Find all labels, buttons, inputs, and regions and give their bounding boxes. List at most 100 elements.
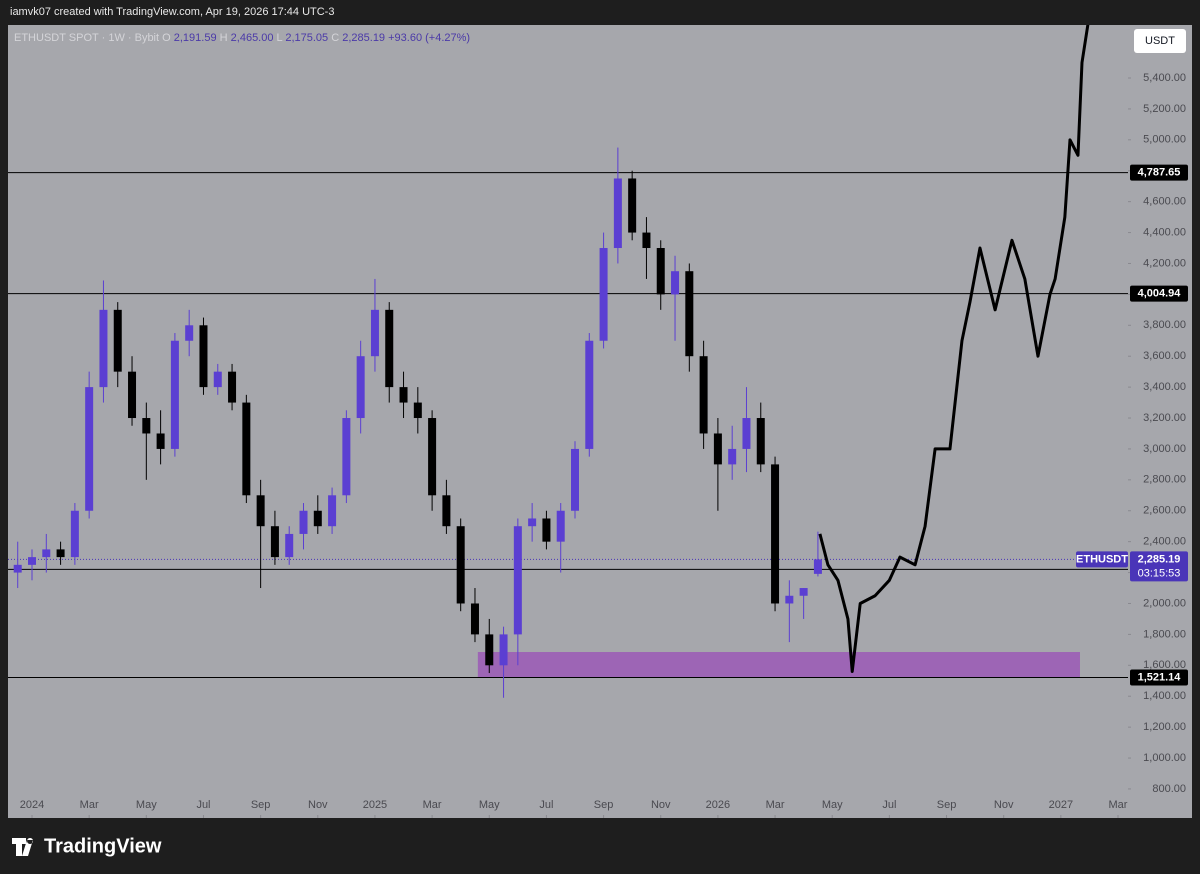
y-tick-label: 2,400.00 [1143,536,1186,548]
candle-body [342,418,351,496]
currency-label[interactable]: USDT [1145,35,1175,47]
plot-area [8,25,1128,698]
y-tick-label: 5,000.00 [1143,134,1186,146]
legend-change: +93.60 (+4.27%) [388,32,470,44]
y-tick-label: 3,600.00 [1143,350,1186,362]
x-tick-label: May [822,799,843,811]
x-tick-label: 2025 [363,799,387,811]
candle-body [113,309,122,372]
candle-body [328,495,337,527]
x-tick-label: Nov [651,799,671,811]
legend-value: 2,175.05 [285,32,328,44]
level-label-box [1130,669,1188,686]
y-tick-label: 1,000.00 [1143,752,1186,764]
y-tick-label: 1,400.00 [1143,690,1186,702]
y-tick-label: 3,200.00 [1143,412,1186,424]
candle-body [413,402,422,419]
candle-body [428,418,437,496]
y-tick-label: 1,200.00 [1143,721,1186,733]
x-tick-label: May [479,799,500,811]
candle-body [485,634,494,666]
candle-body [28,557,37,565]
candle-body [542,518,551,542]
x-tick-label: Sep [251,799,271,811]
y-tick-label: 5,400.00 [1143,72,1186,84]
x-tick-label: Mar [423,799,442,811]
candle-body [585,340,594,449]
candle-body [456,526,465,604]
candle-body [628,178,637,233]
level-label: 4,004.94 [1138,288,1182,300]
legend-key: O [162,32,171,44]
candle-body [56,549,65,558]
y-tick-label: 800.00 [1152,783,1186,795]
currency-button[interactable] [1134,29,1186,53]
y-tick-label: 2,000.00 [1143,597,1186,609]
legend-key: C [331,32,339,44]
y-tick-label: 4,200.00 [1143,257,1186,269]
legend-value: 2,191.59 [174,32,217,44]
candle-body [185,325,194,341]
candle-body [85,387,94,511]
candle-body [156,433,165,449]
candle-body [128,371,137,419]
y-tick-label: 3,400.00 [1143,381,1186,393]
candle-body [142,418,151,434]
candle-body [513,526,522,635]
candle-body [499,634,508,666]
y-tick-label: 3,000.00 [1143,443,1186,455]
candle-body [642,232,651,249]
y-tick-label: 5,200.00 [1143,103,1186,115]
x-tick-label: Mar [80,799,99,811]
logo [12,838,34,856]
candle-body [556,510,565,542]
candle-body [270,526,279,558]
candle-body [170,340,179,449]
x-tick-label: 2024 [20,799,44,811]
y-tick-label: 2,800.00 [1143,474,1186,486]
x-tick-label: Sep [594,799,614,811]
last-price-label: 2,285.19 [1138,553,1181,565]
x-tick-label: May [136,799,157,811]
legend-symbol: ETHUSDT SPOT · 1W · Bybit [14,32,159,44]
y-tick-label: 1,600.00 [1143,659,1186,671]
level-label: 1,521.14 [1138,671,1182,683]
candle-body [756,418,765,465]
candle-body [99,309,108,388]
candle-body [399,387,408,403]
countdown: 03:15:53 [1138,567,1181,579]
ohlc-legend: ETHUSDT SPOT · 1W · Bybit O 2,191.59 H 2… [14,32,470,44]
zone [477,652,1080,678]
symbol-box [1076,551,1128,568]
candle-body [228,371,237,403]
candle-body [42,549,51,558]
author-line: iamvk07 created with TradingView.com, Ap… [10,6,334,18]
projection-line [818,25,1090,673]
candle-body [671,271,680,295]
candle-body [256,495,265,527]
candle-body [442,495,451,527]
y-tick-label: 4,600.00 [1143,196,1186,208]
level-label-box [1130,164,1188,181]
y-tick-label: 2,600.00 [1143,505,1186,517]
candle-body [356,356,365,419]
brand: TradingView [44,835,162,857]
candle-body [742,418,751,449]
x-tick-label: 2027 [1049,799,1073,811]
candle-body [199,325,208,388]
candle-body [771,464,780,604]
x-tick-label: Jul [196,799,210,811]
candle-body [599,248,608,341]
legend-key: L [277,32,283,44]
x-tick-label: Jul [882,799,896,811]
candle-body [385,309,394,388]
candle-body [285,533,294,558]
y-tick-label: 3,800.00 [1143,319,1186,331]
level-label-box [1130,285,1188,302]
candle-body [242,402,251,496]
legend-key: H [220,32,228,44]
last-price-box [1130,551,1188,582]
candle-body [785,595,794,604]
candle-body [813,559,822,574]
